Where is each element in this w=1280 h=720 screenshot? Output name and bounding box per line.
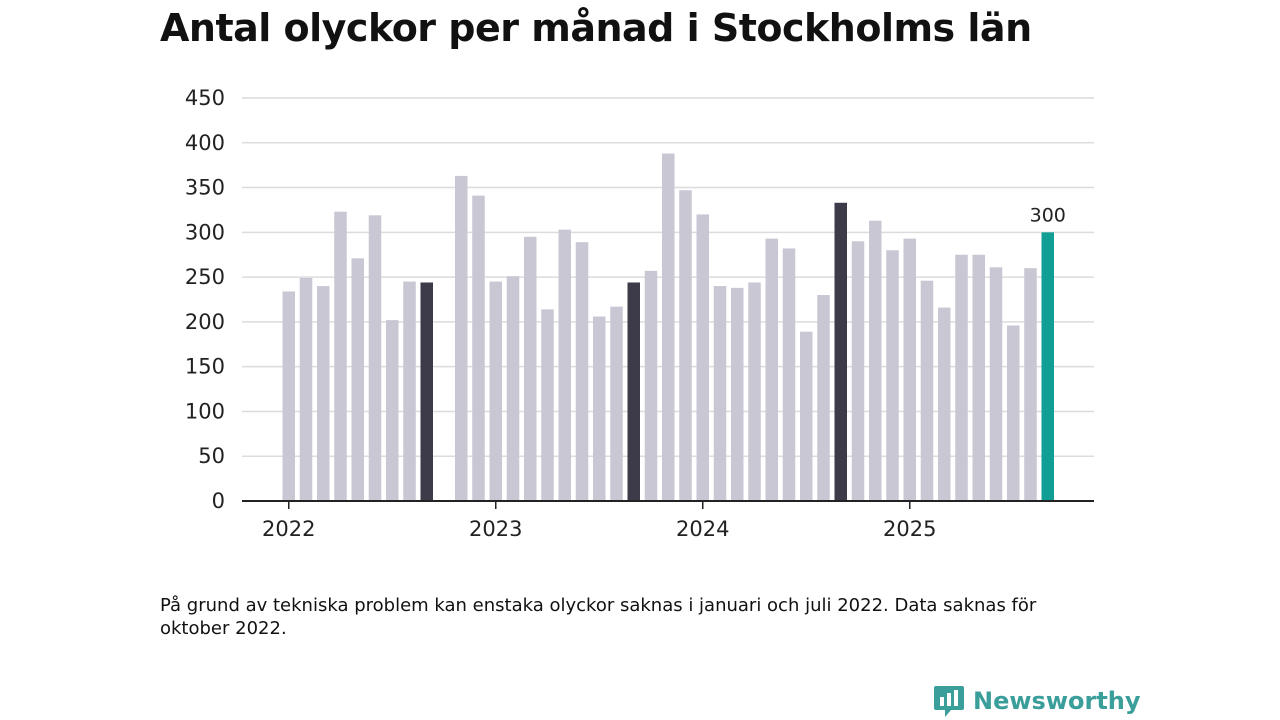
x-axis: [242, 500, 1094, 509]
bar-2022-02[interactable]: [299, 278, 313, 501]
bar-2023-08[interactable]: [610, 306, 623, 501]
bar-2025-09[interactable]: [1041, 232, 1055, 502]
y-axis-tick-labels: 0 50 100 150 200 250 300 350 400 450: [185, 86, 225, 513]
bar-2022-03[interactable]: [317, 286, 330, 501]
y-tick-label: 50: [198, 444, 225, 468]
bar-2024-12[interactable]: [886, 250, 899, 501]
brand-logo[interactable]: Newsworthy: [933, 684, 1141, 718]
bar-2024-09[interactable]: [834, 202, 848, 501]
bar-2022-05[interactable]: [351, 258, 365, 501]
data-label: 300: [1030, 204, 1066, 226]
bar-2022-08[interactable]: [403, 281, 416, 501]
y-tick-label: 400: [185, 131, 225, 155]
bars: [282, 153, 1055, 502]
bar-2022-04[interactable]: [334, 211, 347, 502]
newsworthy-logo-icon: [934, 686, 964, 717]
bar-2023-11[interactable]: [662, 153, 675, 501]
bar-2022-11[interactable]: [455, 175, 468, 501]
bar-2024-10[interactable]: [851, 241, 865, 502]
bar-2023-09[interactable]: [627, 282, 641, 501]
bar-2025-03[interactable]: [938, 307, 951, 501]
bar-2023-10[interactable]: [644, 270, 658, 501]
bar-2025-01[interactable]: [903, 238, 917, 501]
bar-2024-04[interactable]: [748, 282, 761, 501]
bar-2025-07[interactable]: [1007, 325, 1020, 501]
bar-2022-09[interactable]: [420, 282, 434, 501]
bar-2024-03[interactable]: [731, 287, 744, 501]
bar-2023-06[interactable]: [575, 242, 589, 501]
x-tick-label: 2022: [262, 517, 315, 541]
bar-2024-11[interactable]: [869, 220, 882, 502]
y-tick-label: 350: [185, 176, 225, 200]
y-tick-label: 150: [185, 355, 225, 379]
bar-2022-06[interactable]: [368, 215, 382, 501]
data-labels: 300: [1030, 204, 1066, 226]
bar-2025-05[interactable]: [972, 254, 986, 501]
bar-2023-04[interactable]: [541, 309, 554, 501]
bar-2025-04[interactable]: [955, 254, 968, 501]
x-tick-label: 2025: [883, 517, 936, 541]
bar-2024-06[interactable]: [782, 248, 796, 501]
footnote: På grund av tekniska problem kan enstaka…: [160, 595, 1037, 639]
bar-2022-07[interactable]: [386, 320, 399, 501]
y-tick-label: 100: [185, 399, 225, 423]
bar-2023-02[interactable]: [506, 276, 520, 501]
x-axis-tick-labels: 2022 2023 2024 2025: [262, 517, 936, 541]
bar-2024-02[interactable]: [713, 286, 727, 501]
bar-2025-08[interactable]: [1024, 268, 1037, 501]
y-tick-label: 0: [212, 489, 225, 513]
x-tick-label: 2023: [469, 517, 522, 541]
y-tick-label: 300: [185, 220, 225, 244]
bar-2024-05[interactable]: [765, 238, 779, 501]
bar-2024-07[interactable]: [800, 331, 813, 501]
bar-2023-07[interactable]: [593, 316, 606, 501]
bar-2023-03[interactable]: [524, 236, 537, 502]
bar-2022-12[interactable]: [472, 195, 485, 502]
chart-title: Antal olyckor per månad i Stockholms län: [160, 6, 1032, 50]
y-tick-label: 450: [185, 86, 225, 110]
bar-2024-01[interactable]: [696, 214, 710, 501]
bar-2023-01[interactable]: [489, 281, 503, 501]
bar-2023-05[interactable]: [558, 229, 572, 501]
y-tick-label: 250: [185, 265, 225, 289]
brand-name: Newsworthy: [973, 687, 1141, 715]
bar-2023-12[interactable]: [679, 190, 692, 501]
bar-2025-06[interactable]: [989, 267, 1003, 501]
bar-2024-08[interactable]: [817, 295, 830, 501]
bar-chart: 0 50 100 150 200 250 300 350 400 450 2022 2023 2024…: [185, 86, 1094, 541]
bar-2025-02[interactable]: [920, 280, 934, 501]
x-tick-label: 2024: [676, 517, 729, 541]
y-tick-label: 200: [185, 310, 225, 334]
bar-2022-01[interactable]: [282, 291, 296, 501]
